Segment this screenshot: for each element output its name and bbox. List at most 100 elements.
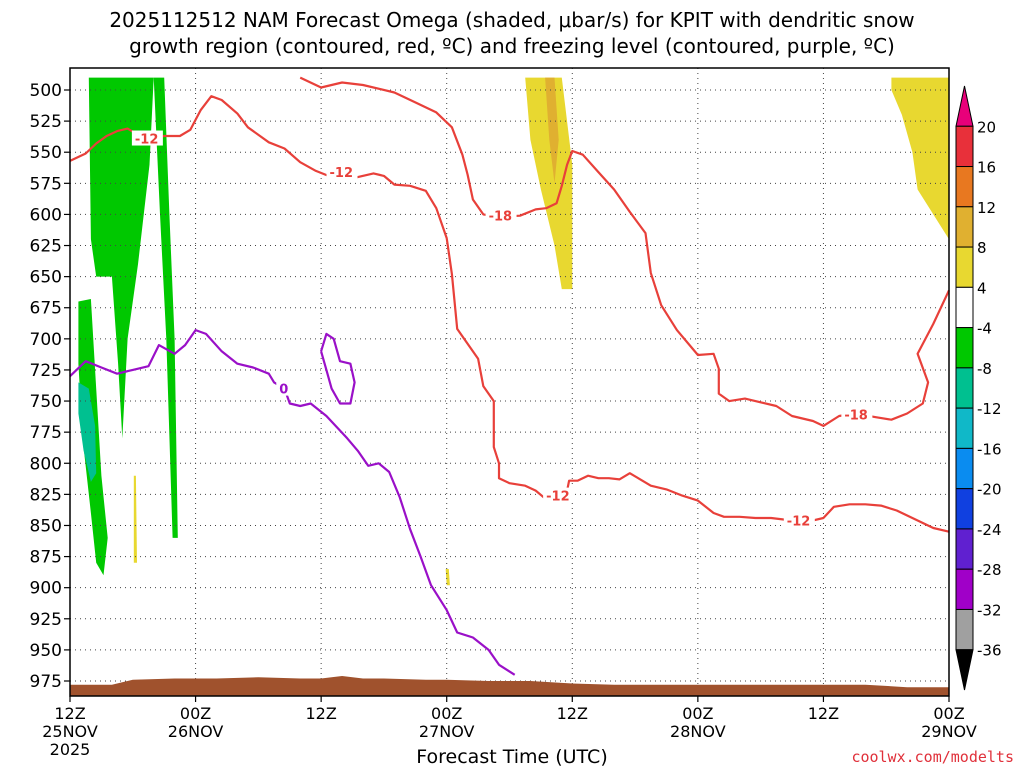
omega-region-8	[78, 382, 97, 482]
colorbar-label-8: -16	[977, 440, 1002, 458]
x-tick-label-36-0: 00Z	[431, 704, 462, 723]
terrain-surface	[70, 676, 949, 696]
contour-label-bg-1-0	[485, 207, 517, 223]
colorbar-label-5: -4	[977, 320, 992, 338]
y-tick-label-550: 550	[30, 143, 62, 163]
y-tick-label-850: 850	[30, 516, 62, 536]
omega-region-5	[88, 77, 154, 439]
contour-label-0-1: -12	[330, 166, 354, 181]
x-tick-label-0-2: 2025	[50, 740, 91, 759]
contour-label-0-3: -12	[787, 514, 811, 529]
colorbar-label-13: -36	[977, 642, 1002, 660]
contour-label-bg-0-3	[783, 512, 815, 528]
y-tick-label-825: 825	[30, 485, 62, 505]
x-tick-label-0-1: 25NOV	[42, 722, 98, 741]
colorbar-swatch-7	[955, 367, 974, 409]
x-tick-label-0-0: 12Z	[54, 704, 85, 723]
chart-title-line-1: 2025112512 NAM Forecast Omega (shaded, μ…	[109, 8, 915, 32]
colorbar-label-7: -12	[977, 400, 1002, 418]
terrain-fill	[70, 676, 949, 696]
x-axis-label: Forecast Time (UTC)	[416, 746, 608, 768]
omega-region-1	[545, 77, 559, 184]
colorbar-label-12: -32	[977, 601, 1002, 619]
contour-label-bg-2-0	[276, 380, 290, 396]
colorbar-swatch-9	[955, 447, 974, 490]
contour-line-1	[299, 76, 950, 427]
x-tick-label-24-0: 12Z	[305, 704, 336, 723]
site-credit: coolwx.com/modelts	[851, 748, 1014, 766]
x-tick-label-60-0: 00Z	[682, 704, 713, 723]
y-tick-label-725: 725	[30, 361, 62, 381]
colorbar-label-3: 8	[977, 239, 987, 257]
colorbar-swatch-13	[955, 608, 974, 651]
y-tick-label-625: 625	[30, 237, 62, 257]
y-tick-label-650: 650	[30, 268, 62, 288]
y-tick-label-900: 900	[30, 579, 62, 599]
y-tick-label-925: 925	[30, 610, 62, 630]
contour-lines	[69, 76, 950, 676]
contour-label-1-1: -18	[844, 409, 868, 424]
colorbar-label-4: 4	[977, 279, 987, 297]
axes: 500 525 550 575 600 625 650 675 700 725 750 775 800 8…	[30, 67, 977, 759]
colorbar-label-10: -24	[977, 521, 1002, 539]
colorbar-swatch-6	[955, 327, 974, 369]
omega-shaded-regions	[78, 77, 949, 586]
contour-line-2	[69, 329, 516, 676]
omega-region-2	[891, 77, 949, 240]
colorbar-cap-top	[955, 85, 974, 127]
chart-title-line-2: growth region (contoured, red, ºC) and f…	[129, 34, 895, 58]
colorbar-swatch-8	[955, 407, 974, 449]
colorbar: 20 16 12 8 4 -4 -8 -12 -16 -20 -24 -28 -32 -36	[955, 85, 1002, 691]
y-tick-label-700: 700	[30, 330, 62, 350]
contour-label-bg-0-1	[326, 164, 358, 180]
colorbar-label-0: 20	[977, 118, 996, 136]
colorbar-swatch-1	[955, 125, 974, 168]
y-tick-label-800: 800	[30, 454, 62, 474]
plot-frame	[69, 67, 950, 697]
x-tick-label-72-0: 12Z	[808, 704, 839, 723]
colorbar-label-1: 16	[977, 159, 996, 177]
y-tick-label-600: 600	[30, 205, 62, 225]
contour-line-0	[69, 95, 950, 533]
y-tick-label-950: 950	[30, 641, 62, 661]
contour-label-bg-0-0	[131, 130, 163, 146]
contour-labels: -12 -12 -12 -12 -18 -18 0	[131, 130, 873, 529]
omega-region-4	[445, 569, 450, 586]
x-tick-label-36-1: 27NOV	[419, 722, 475, 741]
contour-label-bg-1-1	[841, 406, 873, 422]
y-tick-label-525: 525	[30, 112, 62, 132]
contour-label-2-0: 0	[279, 383, 288, 398]
x-tick-label-84-0: 00Z	[933, 704, 964, 723]
colorbar-swatch-4	[955, 246, 974, 288]
contour-label-1-0: -18	[489, 210, 512, 225]
colorbar-label-2: 12	[977, 199, 996, 217]
colorbar-label-11: -28	[977, 561, 1002, 579]
y-tick-label-775: 775	[30, 423, 62, 443]
x-tick-label-84-1: 29NOV	[921, 722, 977, 741]
contour-line-3	[320, 332, 356, 405]
colorbar-swatch-2	[955, 166, 974, 208]
omega-region-3	[133, 475, 137, 563]
colorbar-swatch-5	[955, 286, 974, 329]
x-tick-label-48-0: 12Z	[557, 704, 588, 723]
y-tick-label-500: 500	[30, 81, 62, 101]
grid-lines	[70, 68, 949, 696]
contour-label-0-0: -12	[135, 133, 159, 148]
contour-label-0-2: -12	[546, 490, 570, 505]
colorbar-swatch-11	[955, 528, 974, 570]
x-tick-label-12-1: 26NOV	[168, 722, 224, 741]
colorbar-swatch-3	[955, 206, 974, 248]
colorbar-cap-bottom	[955, 649, 974, 691]
colorbar-label-9: -20	[977, 481, 1002, 499]
x-tick-label-60-1: 28NOV	[670, 722, 726, 741]
colorbar-swatch-12	[955, 568, 974, 610]
omega-region-0	[525, 77, 573, 290]
y-tick-label-575: 575	[30, 174, 62, 194]
y-tick-label-975: 975	[30, 672, 62, 692]
colorbar-swatch-10	[955, 488, 974, 530]
colorbar-label-6: -8	[977, 360, 992, 378]
contour-label-bg-0-2	[543, 487, 575, 503]
y-tick-label-675: 675	[30, 299, 62, 319]
y-tick-label-750: 750	[30, 392, 62, 412]
